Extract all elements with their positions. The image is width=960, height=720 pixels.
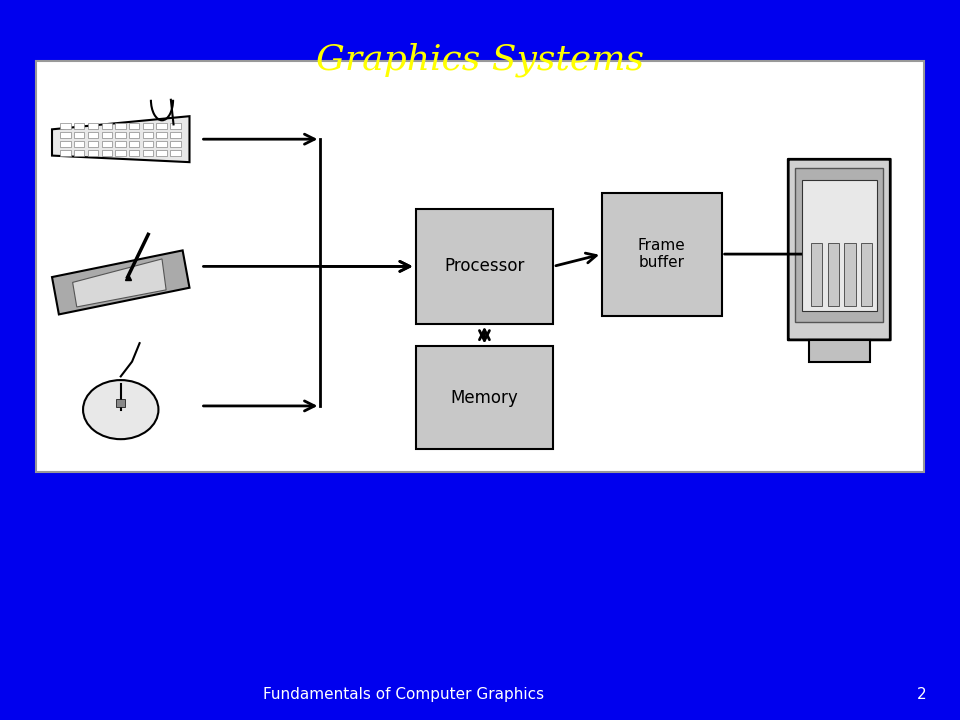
Bar — [156, 141, 167, 147]
Bar — [802, 179, 877, 310]
Bar — [129, 150, 139, 156]
Text: Memory: Memory — [450, 389, 518, 407]
FancyArrowPatch shape — [324, 261, 410, 271]
Bar — [828, 243, 839, 306]
FancyArrowPatch shape — [725, 249, 847, 259]
Bar — [74, 122, 84, 129]
Bar — [796, 168, 883, 322]
Bar — [170, 141, 180, 147]
Text: frame buffer,  output devices,  input devices: frame buffer, output devices, input devi… — [185, 171, 775, 197]
Bar — [87, 141, 98, 147]
FancyArrowPatch shape — [556, 253, 596, 266]
Bar — [129, 132, 139, 138]
Bar — [74, 150, 84, 156]
Bar — [102, 141, 111, 147]
FancyArrowPatch shape — [204, 134, 315, 144]
FancyArrowPatch shape — [204, 261, 410, 271]
Bar — [143, 141, 153, 147]
Bar — [60, 122, 71, 129]
Text: 2: 2 — [917, 688, 926, 702]
Polygon shape — [73, 259, 166, 307]
Bar — [129, 122, 139, 129]
Bar — [143, 122, 153, 129]
Bar — [87, 150, 98, 156]
Bar — [102, 132, 111, 138]
Bar — [143, 132, 153, 138]
Bar — [60, 141, 71, 147]
Text: Graphics Systems: Graphics Systems — [316, 42, 644, 77]
Bar — [170, 150, 180, 156]
Bar — [861, 243, 873, 306]
Bar — [115, 122, 126, 129]
Bar — [115, 132, 126, 138]
Bar — [845, 243, 855, 306]
Bar — [60, 132, 71, 138]
Bar — [808, 340, 870, 362]
Bar — [115, 141, 126, 147]
Bar — [416, 346, 553, 449]
Bar — [116, 399, 125, 408]
Polygon shape — [52, 251, 189, 315]
Text: Processor: Processor — [444, 257, 524, 275]
Text: Frame
buffer: Frame buffer — [638, 238, 685, 270]
Bar — [102, 150, 111, 156]
Bar — [60, 150, 71, 156]
Bar — [156, 132, 167, 138]
Bar — [74, 132, 84, 138]
Bar — [36, 61, 924, 472]
Bar — [129, 141, 139, 147]
FancyArrowPatch shape — [479, 330, 490, 341]
Polygon shape — [52, 116, 189, 162]
Bar — [87, 122, 98, 129]
Bar — [115, 150, 126, 156]
FancyArrowPatch shape — [204, 401, 315, 411]
Bar — [87, 132, 98, 138]
Bar — [416, 209, 553, 324]
Bar — [102, 122, 111, 129]
Ellipse shape — [84, 380, 158, 439]
Bar — [143, 150, 153, 156]
Bar — [156, 150, 167, 156]
Text: Fundamentals of Computer Graphics: Fundamentals of Computer Graphics — [263, 688, 543, 702]
Bar — [170, 122, 180, 129]
Bar — [810, 243, 822, 306]
FancyBboxPatch shape — [788, 159, 890, 340]
Bar — [156, 122, 167, 129]
Bar — [74, 141, 84, 147]
Text: Five major elements - processor,  memory,: Five major elements - processor, memory, — [196, 127, 764, 153]
Bar — [602, 192, 722, 315]
Bar — [170, 132, 180, 138]
